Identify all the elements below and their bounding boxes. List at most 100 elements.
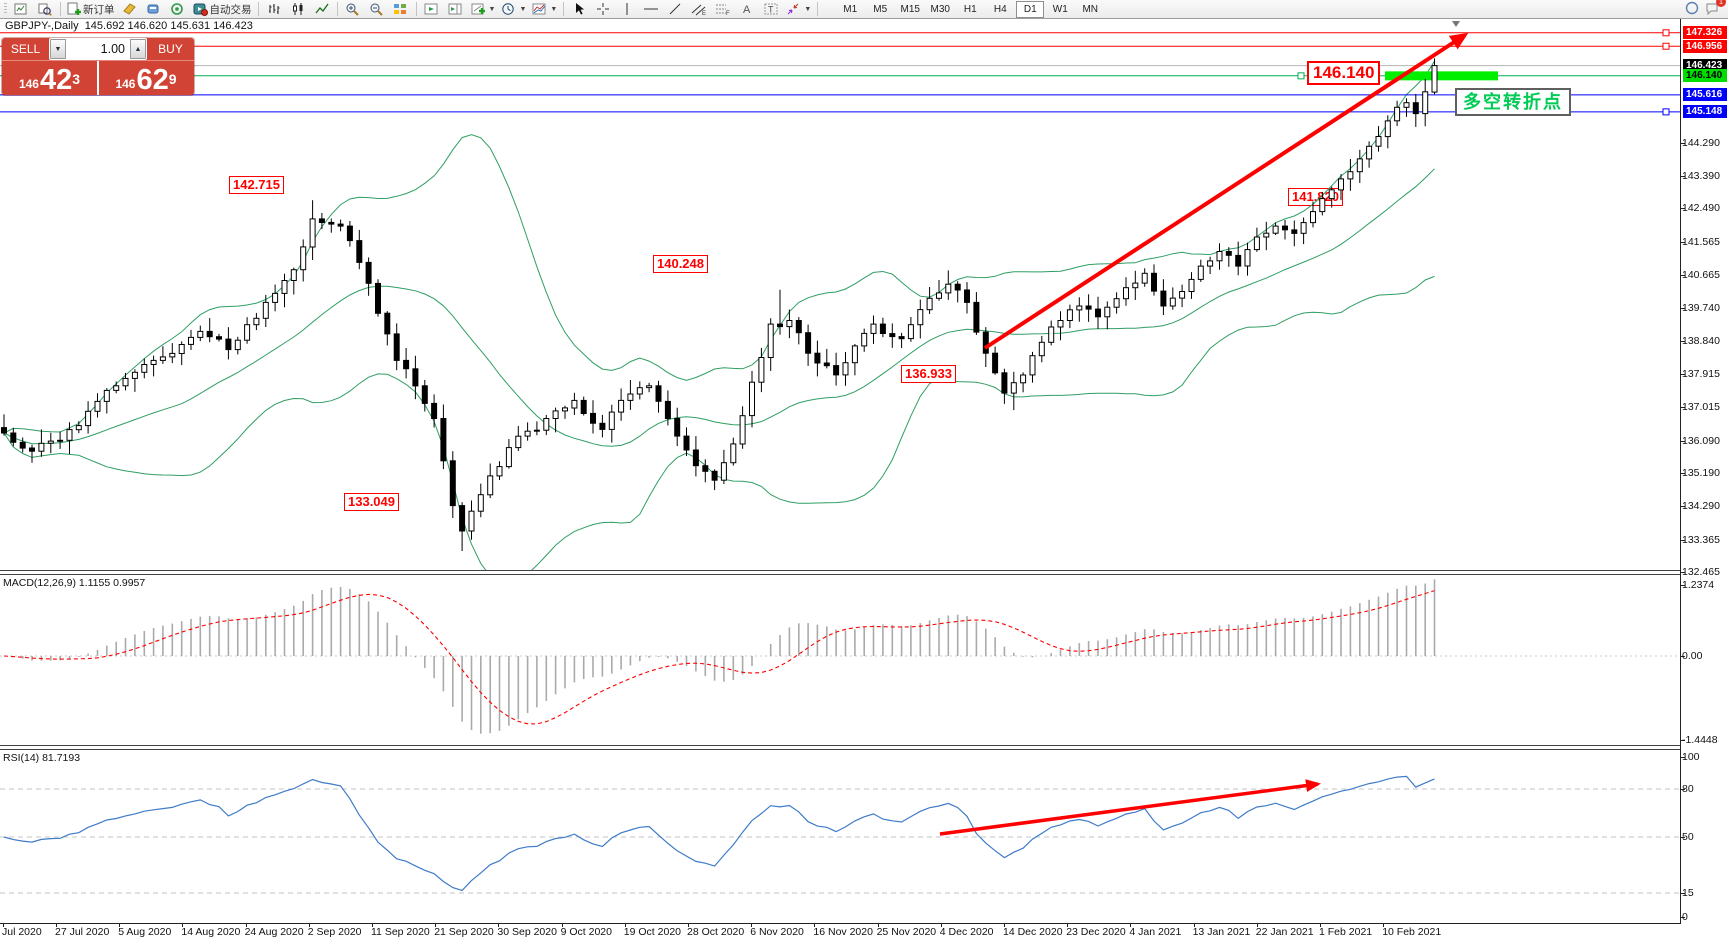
price-tick-label: 135.190 (1682, 467, 1720, 480)
volume-stepper: ▼ 1.00 ▲ (49, 38, 147, 60)
chevron-down-icon: ▼ (550, 5, 558, 13)
swing-price-label[interactable]: 142.715 (229, 176, 284, 194)
trendline-icon[interactable] (663, 0, 687, 19)
price-tick-label: 142.490 (1682, 202, 1720, 215)
price-tick-label: 15 (1682, 887, 1694, 899)
date-tick-label: 25 Nov 2020 (876, 926, 937, 938)
date-tick-label: Jul 2020 (2, 926, 42, 938)
timeframe-m15[interactable]: M15 (900, 3, 920, 15)
volume-input[interactable]: 1.00 (66, 39, 130, 59)
periods-icon[interactable]: ▼ (498, 0, 529, 19)
swing-price-label[interactable]: 133.049 (344, 493, 399, 511)
panel-separator[interactable] (0, 570, 1681, 575)
arrows-icon[interactable]: ▼ (783, 0, 814, 19)
tile-windows-icon[interactable] (389, 0, 413, 19)
date-tick-label: 14 Aug 2020 (181, 926, 241, 938)
chart-title: GBPJPY-,Daily 145.692 146.620 145.631 14… (5, 20, 253, 32)
label-icon[interactable]: T (759, 0, 783, 19)
date-tick-label: 11 Sep 2020 (371, 926, 430, 938)
swing-price-label[interactable]: 136.933 (901, 365, 956, 383)
date-tick-label: 10 Feb 2021 (1382, 926, 1442, 938)
new-chart-icon[interactable] (9, 0, 33, 19)
main-toolbar: 新订单 自动交易 ▼ ▼ ▼ E F A T ▼ M (0, 0, 1728, 19)
date-tick-label: 30 Sep 2020 (497, 926, 557, 938)
date-tick-label: 27 Jul 2020 (55, 926, 110, 938)
chart-shift-marker[interactable] (1452, 21, 1460, 27)
text-icon[interactable]: A (735, 0, 759, 19)
price-tick-label: 132.465 (1682, 566, 1720, 579)
sell-price-button[interactable]: 146 42 3 (2, 61, 97, 95)
timeframe-w1[interactable]: W1 (1052, 3, 1068, 15)
cursor-icon[interactable] (567, 0, 591, 19)
notifications-icon[interactable]: 1 (1705, 0, 1726, 18)
crosshair-icon[interactable] (591, 0, 615, 19)
bar-chart-icon[interactable] (262, 0, 286, 19)
timeframe-m30[interactable]: M30 (930, 3, 950, 15)
price-axis-line (1680, 19, 1681, 923)
price-tick-label: 50 (1682, 831, 1694, 843)
turning-point-note[interactable]: 多空转折点 (1455, 88, 1571, 116)
zoom-out-icon[interactable] (365, 0, 389, 19)
date-tick-label: 14 Dec 2020 (1003, 926, 1063, 938)
new-order-button[interactable]: 新订单 (64, 0, 118, 19)
price-axis: 144.290 143.390 142.490 141.565 140.665 139.7… (1680, 0, 1728, 944)
navigator-icon[interactable] (166, 0, 190, 19)
price-level-label: 146.140 (1683, 69, 1727, 83)
date-tick-label: 22 Jan 2021 (1255, 926, 1314, 938)
panel-separator[interactable] (0, 745, 1681, 750)
chart-shift-icon[interactable] (444, 0, 468, 19)
price-tick-label: 140.665 (1682, 268, 1720, 281)
time-axis-line (0, 923, 1681, 924)
price-chart[interactable] (0, 18, 1680, 570)
autotrading-button[interactable]: 自动交易 (190, 0, 255, 19)
swing-price-label[interactable]: 140.248 (653, 255, 708, 273)
chevron-down-icon: ▼ (488, 5, 496, 13)
timeframe-h1[interactable]: H1 (963, 3, 977, 15)
candlestick-chart-icon[interactable] (286, 0, 310, 19)
price-level-label: 146.423 (1683, 59, 1727, 73)
chevron-down-icon: ▼ (519, 5, 527, 13)
community-icon[interactable] (1685, 1, 1699, 18)
svg-text:E: E (702, 11, 706, 16)
line-chart-icon[interactable] (310, 0, 334, 19)
buy-price-pip: 9 (168, 71, 177, 87)
new-order-label: 新订单 (83, 3, 115, 16)
timeframe-m5[interactable]: M5 (873, 3, 888, 15)
timeframe-mn[interactable]: MN (1082, 3, 1099, 15)
buy-price-button[interactable]: 146 62 9 (97, 61, 193, 95)
price-tick-label: -1.4448 (1682, 734, 1718, 746)
price-level-label: 146.956 (1683, 39, 1727, 53)
fibonacci-icon[interactable]: F (711, 0, 735, 19)
terminal-icon[interactable] (142, 0, 166, 19)
timeframe-d1[interactable]: D1 (1016, 0, 1045, 18)
price-tick-label: 137.015 (1682, 401, 1720, 414)
macd-indicator-label: MACD(12,26,9) 1.1155 0.9957 (3, 577, 146, 589)
timeframe-m1[interactable]: M1 (843, 3, 858, 15)
indicators-icon[interactable]: ▼ (468, 0, 499, 19)
price-tick-label: 133.365 (1682, 533, 1720, 546)
sell-button[interactable]: SELL (10, 42, 41, 56)
vertical-line-icon[interactable] (615, 0, 639, 19)
sell-price-pip: 3 (72, 71, 81, 87)
timeframe-h4[interactable]: H4 (993, 3, 1007, 15)
channel-icon[interactable]: E (687, 0, 711, 19)
rsi-panel[interactable] (0, 750, 1680, 923)
macd-panel[interactable] (0, 575, 1680, 745)
templates-icon[interactable]: ▼ (529, 0, 560, 19)
horizontal-line-icon[interactable] (639, 0, 663, 19)
volume-decrease-button[interactable]: ▼ (50, 39, 66, 59)
date-tick-label: 21 Sep 2020 (434, 926, 494, 938)
buy-button[interactable]: BUY (158, 42, 183, 56)
profiles-icon[interactable] (33, 0, 57, 19)
date-tick-label: 28 Oct 2020 (687, 926, 745, 938)
volume-increase-button[interactable]: ▲ (130, 39, 146, 59)
chevron-down-icon: ▼ (804, 5, 812, 13)
sell-price-prefix: 146 (18, 77, 39, 91)
price-tick-label: 0 (1682, 911, 1688, 923)
price-tick-label: 144.290 (1682, 137, 1720, 149)
metaeditor-icon[interactable] (118, 0, 142, 19)
resistance-price-label[interactable]: 146.140 (1307, 61, 1381, 85)
zoom-in-icon[interactable] (341, 0, 365, 19)
auto-scroll-icon[interactable] (420, 0, 444, 19)
